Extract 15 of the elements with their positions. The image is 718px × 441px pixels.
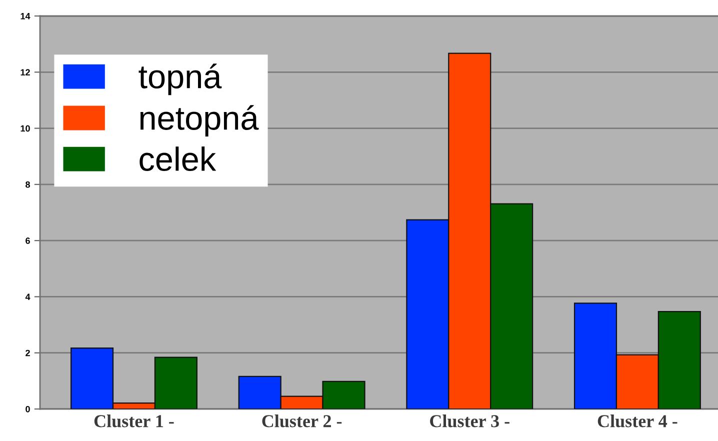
y-tick-label: 8 bbox=[26, 181, 30, 188]
y-tick-label: 4 bbox=[25, 294, 30, 300]
legend-label: topná bbox=[138, 64, 222, 96]
x-tick-label: Cluster 2 - bbox=[262, 414, 342, 428]
y-tick-label: 12 bbox=[20, 69, 30, 76]
x-tick-label: Cluster 1 - bbox=[94, 414, 174, 428]
y-tick-label: 10 bbox=[20, 125, 30, 132]
y-tick-label: 0 bbox=[26, 406, 30, 412]
y-tick-label: 14 bbox=[20, 13, 30, 20]
x-tick-label: Cluster 3 - bbox=[430, 414, 510, 428]
x-tick-label: Cluster 4 - bbox=[598, 414, 678, 428]
y-tick-label: 6 bbox=[26, 238, 30, 244]
y-tick-label: 2 bbox=[26, 350, 30, 356]
legend-label: netopná bbox=[140, 105, 259, 137]
legend-label: celek bbox=[140, 146, 216, 172]
